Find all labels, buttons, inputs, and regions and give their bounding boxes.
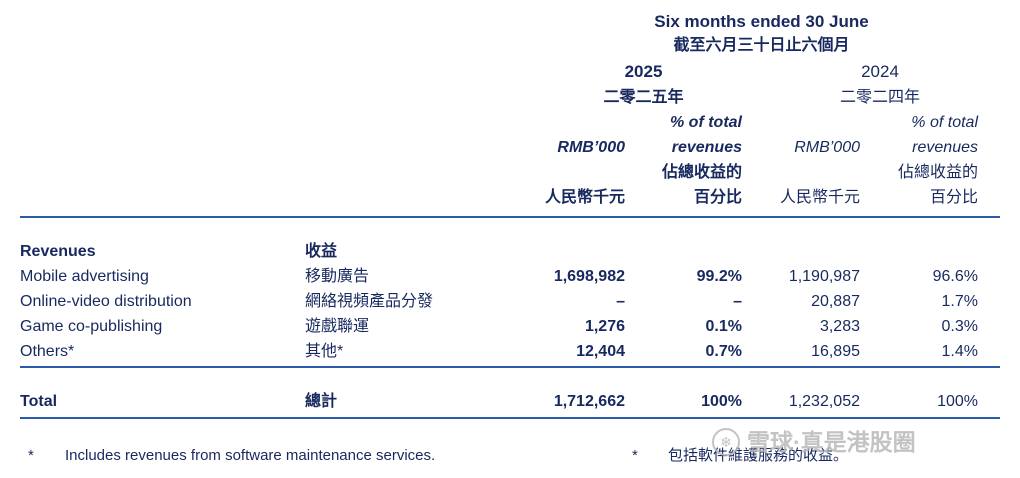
total-divider-rule xyxy=(20,417,1000,419)
section-row-revenues: Revenues 收益 xyxy=(20,239,1000,264)
table-row: Game co-publishing 遊戲聯運 1,276 0.1% 3,283… xyxy=(20,314,1000,339)
period-label-zh: 截至六月三十日止六個月 xyxy=(673,37,850,54)
total-label-zh: 總計 xyxy=(305,393,338,410)
total-row: Total 總計 1,712,662 100% 1,232,052 100% xyxy=(20,389,1000,414)
col-2025-rmb-label: RMB’000 xyxy=(557,139,625,156)
year-2024-label: 2024 xyxy=(861,62,899,81)
year-2025-label: 2025 xyxy=(624,62,663,81)
footnote-marker-en: * xyxy=(28,447,34,464)
subtotal-divider-rule xyxy=(20,366,1000,368)
pct-2024: 0.3% xyxy=(941,318,978,335)
col-2024-rmb-label: RMB’000 xyxy=(794,139,860,156)
pct-2025: 99.2% xyxy=(696,268,742,285)
pct-2024: 1.4% xyxy=(941,343,978,360)
period-header-row-en: Six months ended 30 June xyxy=(20,10,1000,34)
value-2024: 16,895 xyxy=(811,343,860,360)
total-value-2024: 1,232,052 xyxy=(788,393,860,410)
column-header-line2: RMB’000 revenues RMB’000 revenues xyxy=(20,135,1000,160)
footnote-text-zh: 包括軟件維護服務的收益。 xyxy=(668,447,849,464)
row-label-zh: 其他* xyxy=(305,343,344,360)
row-label-en: Mobile advertising xyxy=(20,268,149,285)
col-2025-pct-zh-line1: 佔總收益的 xyxy=(661,164,742,181)
footnote-text-en: Includes revenues from software maintena… xyxy=(65,447,436,464)
row-label-zh: 移動廣告 xyxy=(305,268,370,285)
value-2025: 1,276 xyxy=(584,318,625,335)
row-label-zh: 網絡視頻產品分發 xyxy=(305,293,434,310)
year-2024-label-zh: 二零二四年 xyxy=(839,89,920,106)
col-2025-pct-zh-line2: 百分比 xyxy=(693,189,742,206)
year-header-row-zh: 二零二五年 二零二四年 xyxy=(20,85,1000,110)
value-2024: 3,283 xyxy=(819,318,860,335)
period-label-en: Six months ended 30 June xyxy=(654,12,869,31)
header-divider-rule xyxy=(20,216,1000,218)
pct-2025: – xyxy=(733,293,742,310)
pct-2024: 1.7% xyxy=(941,293,978,310)
section-label-zh: 收益 xyxy=(305,243,338,260)
row-label-zh: 遊戲聯運 xyxy=(305,318,370,335)
value-2025: 12,404 xyxy=(576,343,625,360)
column-header-line3: 佔總收益的 佔總收益的 xyxy=(20,160,1000,185)
footnotes: * Includes revenues from software mainte… xyxy=(20,446,1000,466)
row-label-en: Online-video distribution xyxy=(20,293,192,310)
table-row: Online-video distribution 網絡視頻產品分發 – – 2… xyxy=(20,289,1000,314)
year-2025-label-zh: 二零二五年 xyxy=(603,89,684,106)
table-row: Mobile advertising 移動廣告 1,698,982 99.2% … xyxy=(20,264,1000,289)
revenue-table: Six months ended 30 June 截至六月三十日止六個月 202… xyxy=(20,10,1000,419)
value-2025: – xyxy=(616,293,625,310)
year-header-row: 2025 2024 xyxy=(20,58,1000,85)
col-2025-pct-line1: % of total xyxy=(670,114,742,131)
pct-2025: 0.1% xyxy=(705,318,742,335)
col-2025-pct-line2: revenues xyxy=(671,139,742,156)
col-2024-pct-zh-line1: 佔總收益的 xyxy=(897,164,978,181)
pct-2025: 0.7% xyxy=(705,343,742,360)
section-label-en: Revenues xyxy=(20,243,96,260)
total-value-2025: 1,712,662 xyxy=(553,393,625,410)
total-pct-2025: 100% xyxy=(701,393,742,410)
col-2024-rmb-label-zh: 人民幣千元 xyxy=(779,189,860,206)
col-2025-rmb-label-zh: 人民幣千元 xyxy=(544,189,625,206)
value-2024: 20,887 xyxy=(811,293,860,310)
value-2024: 1,190,987 xyxy=(788,268,860,285)
period-header-row-zh: 截至六月三十日止六個月 xyxy=(20,34,1000,58)
row-label-en: Game co-publishing xyxy=(20,318,163,335)
column-header-line1: % of total % of total xyxy=(20,110,1000,135)
column-header-line4: 人民幣千元 百分比 人民幣千元 百分比 xyxy=(20,185,1000,210)
col-2024-pct-zh-line2: 百分比 xyxy=(929,189,978,206)
total-label-en: Total xyxy=(20,393,58,410)
footnote-marker-zh: * xyxy=(632,447,638,464)
pct-2024: 96.6% xyxy=(932,268,978,285)
col-2024-pct-line2: revenues xyxy=(912,139,978,156)
row-label-en: Others* xyxy=(20,343,75,360)
col-2024-pct-line1: % of total xyxy=(911,114,978,131)
table-row: Others* 其他* 12,404 0.7% 16,895 1.4% xyxy=(20,339,1000,364)
total-pct-2024: 100% xyxy=(937,393,978,410)
value-2025: 1,698,982 xyxy=(553,268,625,285)
